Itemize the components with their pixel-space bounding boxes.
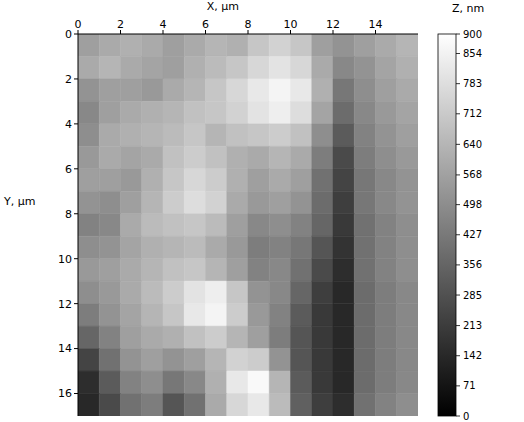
svg-text:10: 10 <box>58 253 72 266</box>
svg-text:142: 142 <box>463 350 482 361</box>
svg-text:71: 71 <box>463 380 476 391</box>
svg-text:0: 0 <box>75 18 82 31</box>
svg-text:6: 6 <box>202 18 209 31</box>
svg-text:0: 0 <box>463 411 469 422</box>
svg-text:427: 427 <box>463 229 482 240</box>
svg-text:14: 14 <box>58 342 72 355</box>
svg-text:640: 640 <box>463 139 482 150</box>
svg-text:12: 12 <box>58 298 72 311</box>
svg-text:Z, nm: Z, nm <box>452 2 484 15</box>
svg-text:285: 285 <box>463 290 482 301</box>
svg-text:783: 783 <box>463 78 482 89</box>
svg-text:568: 568 <box>463 169 482 180</box>
svg-text:4: 4 <box>65 118 72 131</box>
svg-text:900: 900 <box>463 29 482 40</box>
svg-text:16: 16 <box>58 387 72 400</box>
svg-text:4: 4 <box>160 18 167 31</box>
svg-text:14: 14 <box>369 18 383 31</box>
svg-text:6: 6 <box>65 163 72 176</box>
svg-text:8: 8 <box>65 208 72 221</box>
svg-text:8: 8 <box>245 18 252 31</box>
html-text:X, μm: X, μm <box>206 0 239 13</box>
svg-text:854: 854 <box>463 48 482 59</box>
svg-text:356: 356 <box>463 259 482 270</box>
svg-text:0: 0 <box>65 28 72 41</box>
html-text:Y, μm: Y, μm <box>4 195 36 208</box>
svg-text:2: 2 <box>117 18 124 31</box>
svg-text:712: 712 <box>463 108 482 119</box>
svg-text:2: 2 <box>65 73 72 86</box>
svg-text:498: 498 <box>463 199 482 210</box>
svg-text:213: 213 <box>463 320 482 331</box>
svg-text:12: 12 <box>326 18 340 31</box>
svg-text:10: 10 <box>284 18 298 31</box>
